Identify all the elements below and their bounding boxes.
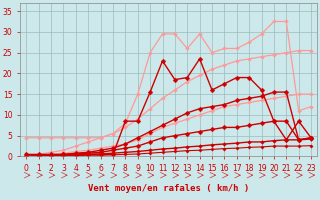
X-axis label: Vent moyen/en rafales ( km/h ): Vent moyen/en rafales ( km/h ) <box>88 184 249 193</box>
